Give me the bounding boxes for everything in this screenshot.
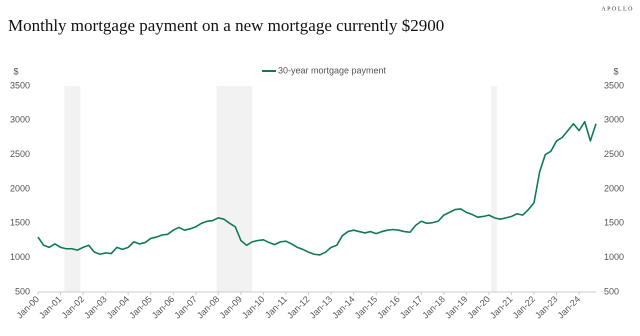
data-line [37,120,597,256]
x-tick-label: Jan-08 [195,294,222,321]
brand: APOLLO [601,6,634,12]
x-tick-label: Jan-09 [217,294,244,321]
y2-unit: $ [613,66,618,76]
x-tick-label: Jan-18 [420,294,447,321]
x-tick-label: Jan-01 [37,294,64,321]
x-tick-label: Jan-10 [240,294,267,321]
x-tick-label: Jan-20 [465,294,492,321]
y2-tick-label: 3500 [604,80,624,90]
y-tick-label: 2000 [10,183,30,193]
recession-band [216,86,253,292]
y-tick-label: 3500 [10,80,30,90]
x-tick-label: Jan-03 [82,294,109,321]
x-tick-label: Jan-17 [398,294,425,321]
x-tick-label: Jan-21 [488,294,515,321]
recession-band [64,86,81,292]
y-tick-label: 500 [15,286,30,296]
y2-tick-label: 1500 [604,218,624,228]
x-tick-label: Jan-13 [308,294,335,321]
x-tick-label: Jan-16 [375,294,402,321]
y-tick-label: 1500 [10,218,30,228]
x-tick-label: Jan-12 [285,294,312,321]
x-tick-label: Jan-05 [127,294,154,321]
x-tick-label: Jan-15 [353,294,380,321]
x-tick-label: Jan-14 [330,294,357,321]
y-tick-label: 2500 [10,149,30,159]
x-tick-label: Jan-24 [556,294,583,321]
y2-tick-label: 3000 [604,115,624,125]
y2-tick-label: 500 [604,286,619,296]
y2-tick-label: 2500 [604,149,624,159]
x-tick-label: Jan-00 [15,294,42,321]
x-tick-label: Jan-11 [263,294,289,320]
y-tick-label: 3000 [10,115,30,125]
y2-tick-label: 2000 [604,183,624,193]
x-tick-label: Jan-06 [150,294,177,321]
x-tick-label: Jan-07 [172,294,199,321]
chart-title: Monthly mortgage payment on a new mortga… [8,16,444,35]
x-tick-label: Jan-02 [60,294,87,321]
recession-band [491,86,497,292]
legend-label: 30-year mortgage payment [278,65,387,75]
y-tick-label: 1000 [10,252,30,262]
x-tick-label: Jan-23 [533,294,560,321]
y2-tick-label: 1000 [604,252,624,262]
x-tick-label: Jan-19 [443,294,470,321]
x-tick-label: Jan-04 [105,294,132,321]
y-unit: $ [13,66,18,76]
x-tick-label: Jan-22 [511,294,538,321]
